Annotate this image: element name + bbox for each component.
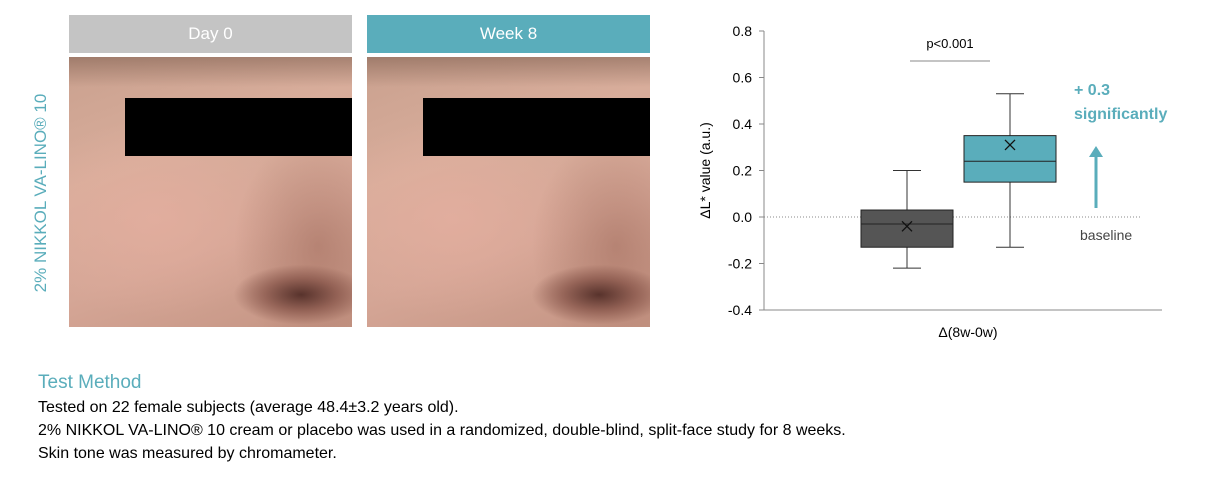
y-tick-label: 0.6: [733, 70, 753, 86]
privacy-bar: [423, 98, 650, 156]
method-line-1: Tested on 22 female subjects (average 48…: [38, 399, 459, 416]
face-photo-day0: [69, 57, 352, 327]
y-tick-label: -0.2: [728, 256, 752, 272]
up-arrow-head: [1089, 146, 1103, 157]
method-line-3: Skin tone was measured by chromameter.: [38, 445, 337, 462]
privacy-bar: [125, 98, 352, 156]
baseline-label: baseline: [1080, 227, 1132, 243]
mean-marker: [1004, 139, 1016, 151]
y-tick-label: 0.4: [733, 116, 753, 132]
significance-label: p<0.001: [926, 36, 973, 51]
photo-header-day0: Day 0: [69, 15, 352, 53]
box-iqr: [860, 209, 954, 248]
face-photo-week8: [367, 57, 650, 327]
side-label-text: 2% NIKKOL VA-LINO® 10: [31, 93, 50, 292]
x-axis-label: Δ(8w-0w): [938, 324, 997, 340]
annotation-significantly: significantly: [1074, 106, 1167, 123]
y-axis-label: ΔL* value (a.u.): [697, 122, 713, 219]
mean-marker: [901, 220, 913, 232]
annotation-delta: + 0.3: [1074, 82, 1110, 99]
photo-day0: Day 0: [69, 15, 352, 327]
y-tick-label: -0.4: [728, 302, 752, 318]
method-title: Test Method: [38, 372, 142, 393]
test-method: Test Method Tested on 22 female subjects…: [38, 372, 846, 465]
box-plot-chart: 0.8 0.6 0.4 0.2 0.0 -0.2 -0.4 ΔL* value (a.u.) Δ…: [697, 23, 1167, 340]
photo-week8: Week 8: [367, 15, 650, 327]
y-tick-label: 0.0: [733, 209, 753, 225]
side-label: 2% NIKKOL VA-LINO® 10: [26, 60, 56, 325]
y-tick-label: 0.8: [733, 23, 753, 39]
y-tick-label: 0.2: [733, 163, 753, 179]
method-line-2: 2% NIKKOL VA-LINO® 10 cream or placebo w…: [38, 422, 846, 439]
photo-header-week8: Week 8: [367, 15, 650, 53]
box-iqr: [963, 135, 1057, 183]
